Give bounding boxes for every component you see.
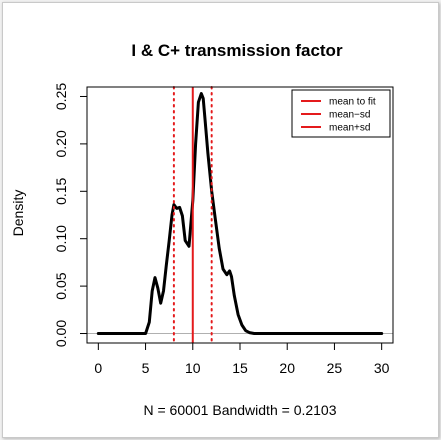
- x-tick-label: 0: [94, 360, 102, 376]
- y-tick-label: 0.15: [53, 177, 69, 204]
- legend-label: mean−sd: [329, 110, 370, 121]
- density-chart: I & C+ transmission factor N = 60001 Ban…: [10, 41, 394, 418]
- x-axis-label: N = 60001 Bandwidth = 0.2103: [143, 402, 336, 418]
- y-tick-label: 0.20: [53, 130, 69, 157]
- legend-label: mean+sd: [329, 123, 370, 134]
- plot-box: [86, 86, 394, 344]
- y-tick-label: 0.05: [53, 272, 69, 299]
- x-tick-label: 30: [374, 360, 390, 376]
- y-axis-label: Density: [10, 190, 26, 237]
- x-tick-label: 20: [279, 360, 295, 376]
- x-tick-label: 15: [232, 360, 248, 376]
- y-tick-label: 0.00: [53, 320, 69, 347]
- density-curve: [96, 92, 384, 335]
- y-tick-label: 0.25: [53, 83, 69, 110]
- y-tick-label: 0.10: [53, 225, 69, 252]
- x-tick-label: 25: [327, 360, 343, 376]
- chart-title: I & C+ transmission factor: [131, 41, 343, 60]
- x-tick-label: 5: [142, 360, 150, 376]
- legend-label: mean to fit: [329, 97, 376, 108]
- x-tick-label: 10: [185, 360, 201, 376]
